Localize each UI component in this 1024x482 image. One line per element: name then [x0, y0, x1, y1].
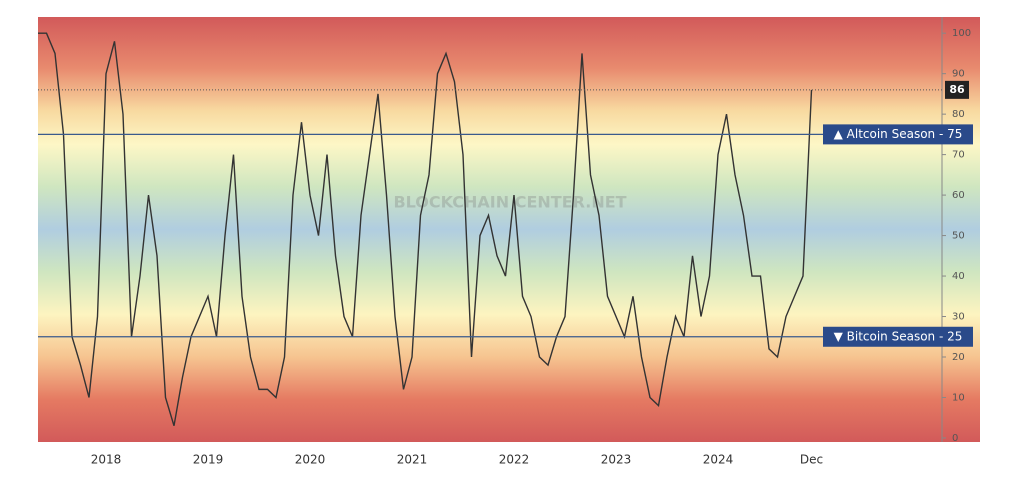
background	[38, 17, 980, 442]
x-tick-label: 2021	[397, 453, 428, 467]
threshold-label: ▲ Altcoin Season - 75	[834, 127, 963, 141]
x-tick-label: 2022	[499, 453, 530, 467]
current-label: 86	[949, 83, 965, 96]
y-tick-label: 80	[952, 109, 965, 120]
y-tick-label: 90	[952, 69, 965, 80]
x-tick-label: 2023	[601, 453, 632, 467]
x-tick-label: Dec	[800, 453, 823, 467]
watermark: BLOCKCHAIN CENTER.NET	[393, 193, 626, 212]
y-tick-label: 60	[952, 190, 965, 201]
y-tick-label: 0	[952, 433, 958, 444]
threshold-label: ▼ Bitcoin Season - 25	[834, 329, 963, 343]
y-tick-label: 30	[952, 312, 965, 323]
x-tick-label: 2019	[193, 453, 224, 467]
threshold-badge	[823, 326, 973, 347]
line	[38, 32, 813, 427]
y-tick-label: 40	[952, 271, 965, 282]
y-tick-label: 70	[952, 150, 965, 161]
threshold-badge	[823, 124, 973, 145]
x-tick-label: 2020	[295, 453, 326, 467]
y-tick-label: 50	[952, 231, 965, 242]
y-tick-label: 10	[952, 392, 965, 403]
x-tick-label: 2024	[703, 453, 734, 467]
y-tick-label: 100	[952, 28, 971, 39]
x-tick-label: 2018	[91, 453, 122, 467]
current-badge	[945, 80, 969, 99]
y-tick-label: 20	[952, 352, 965, 363]
